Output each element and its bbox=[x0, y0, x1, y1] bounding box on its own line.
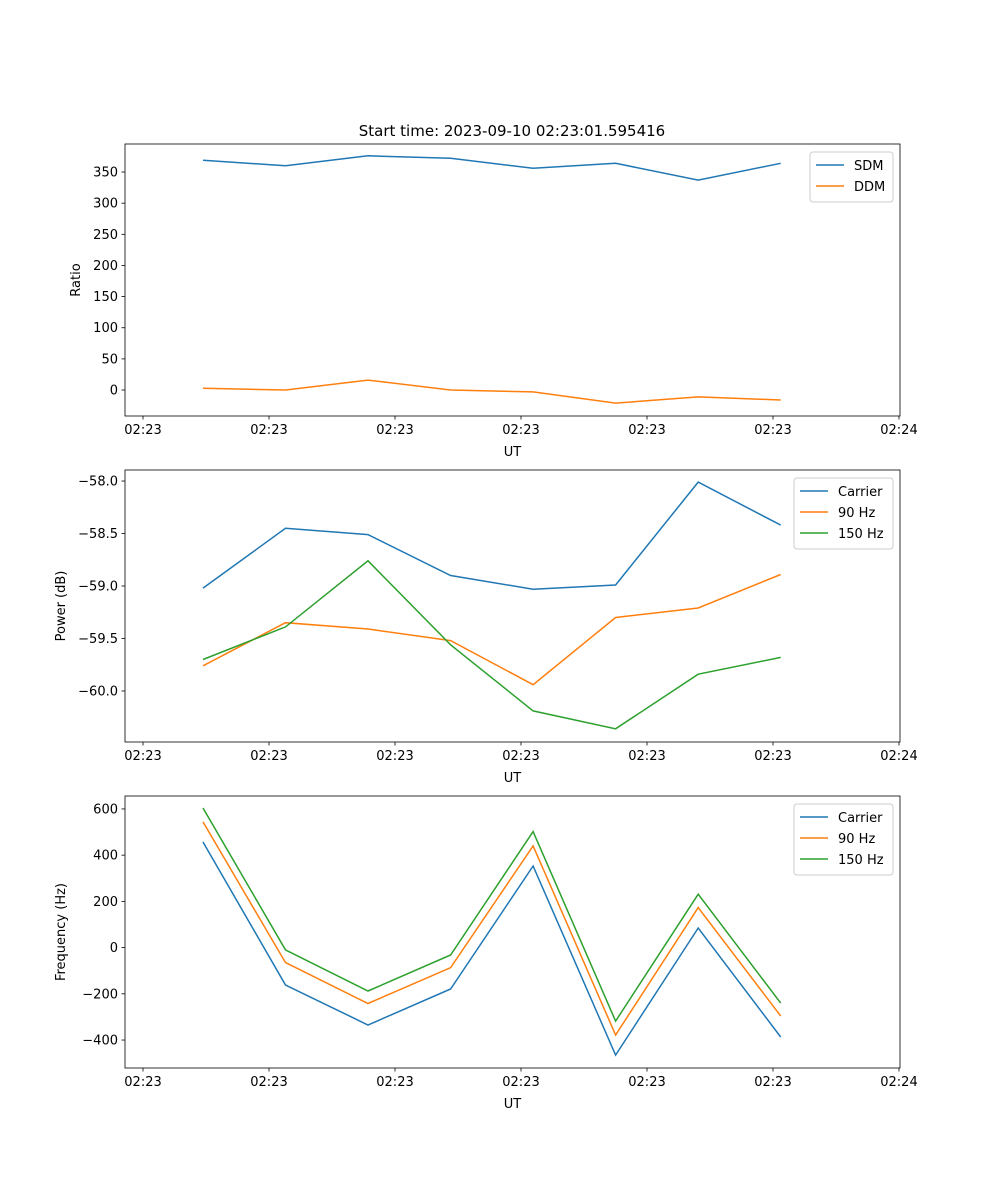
y-tick-label: 600 bbox=[93, 802, 118, 817]
y-axis-label: Power (dB) bbox=[54, 571, 69, 642]
series-line-ddm bbox=[202, 379, 781, 404]
subplot-3: 02:23 02:23 02:23 02:23 02:23 02:23 02:24 UT −40… bbox=[54, 795, 918, 1112]
y-axis-label: Frequency (Hz) bbox=[54, 883, 69, 981]
x-tick-label: 02:23 bbox=[754, 749, 791, 764]
legend-label: DDM bbox=[854, 180, 885, 195]
x-tick-label: 02:23 bbox=[250, 423, 287, 438]
subplot-1: 02:23 02:23 02:23 02:23 02:23 02:23 02:24 UT 0 50… bbox=[69, 143, 918, 460]
x-tick-label: 02:23 bbox=[376, 749, 413, 764]
x-tick-label: 02:23 bbox=[502, 423, 539, 438]
axes-frame bbox=[124, 795, 901, 1069]
y-tick-label: 250 bbox=[93, 228, 118, 243]
legend-label: Carrier bbox=[838, 811, 883, 826]
axes-frame bbox=[124, 469, 901, 743]
x-tick-label: 02:23 bbox=[754, 1075, 791, 1090]
legend-label: SDM bbox=[854, 159, 883, 174]
x-axis-label: UT bbox=[504, 445, 522, 460]
y-tick-label: 200 bbox=[93, 259, 118, 274]
legend: Carrier 90 Hz 150 Hz bbox=[793, 477, 894, 550]
y-tick-label: −60.0 bbox=[78, 684, 118, 699]
legend-label: 150 Hz bbox=[838, 853, 884, 868]
series-line-carrier bbox=[202, 481, 782, 590]
x-tick-label: 02:23 bbox=[628, 423, 665, 438]
x-tick-label: 02:23 bbox=[502, 1075, 539, 1090]
y-tick-label: 300 bbox=[93, 197, 118, 212]
figure-title: Start time: 2023-09-10 02:23:01.595416 bbox=[359, 122, 665, 140]
legend-label: 90 Hz bbox=[838, 506, 875, 521]
y-tick-label: 50 bbox=[101, 352, 118, 367]
legend-label: Carrier bbox=[838, 485, 883, 500]
y-tick-label: 0 bbox=[110, 941, 118, 956]
x-tick-label: 02:23 bbox=[124, 423, 161, 438]
series-line-150-hz bbox=[202, 807, 782, 1023]
x-tick-label: 02:23 bbox=[376, 423, 413, 438]
y-tick-label: 400 bbox=[93, 849, 118, 864]
x-tick-label: 02:23 bbox=[502, 749, 539, 764]
x-tick-label: 02:23 bbox=[628, 749, 665, 764]
subplot-2: 02:23 02:23 02:23 02:23 02:23 02:23 02:24 UT −60… bbox=[54, 469, 918, 786]
series-line-90-hz bbox=[202, 821, 782, 1037]
x-tick-label: 02:23 bbox=[754, 423, 791, 438]
y-tick-label: −200 bbox=[82, 987, 118, 1002]
y-tick-label: 200 bbox=[93, 895, 118, 910]
y-tick-label: −58.0 bbox=[78, 475, 118, 490]
series-line-150-hz bbox=[202, 559, 781, 730]
legend: Carrier 90 Hz 150 Hz bbox=[793, 803, 894, 876]
x-tick-label: 02:23 bbox=[124, 749, 161, 764]
x-tick-label: 02:23 bbox=[628, 1075, 665, 1090]
x-tick-label: 02:23 bbox=[376, 1075, 413, 1090]
y-tick-label: 150 bbox=[93, 290, 118, 305]
y-tick-label: −59.5 bbox=[78, 632, 118, 647]
x-tick-label: 02:23 bbox=[250, 749, 287, 764]
x-tick-label: 02:23 bbox=[250, 1075, 287, 1090]
series-line-90-hz bbox=[202, 573, 781, 686]
legend-label: 90 Hz bbox=[838, 832, 875, 847]
y-tick-label: −58.5 bbox=[78, 527, 118, 542]
y-tick-label: 350 bbox=[93, 166, 118, 181]
x-tick-label: 02:24 bbox=[880, 423, 917, 438]
x-tick-label: 02:24 bbox=[880, 749, 917, 764]
y-tick-label: −59.0 bbox=[78, 580, 118, 595]
y-tick-label: 100 bbox=[93, 321, 118, 336]
series-line-sdm bbox=[202, 155, 781, 181]
axes-frame bbox=[124, 143, 901, 417]
y-tick-label: −400 bbox=[82, 1034, 118, 1049]
legend-box bbox=[793, 477, 894, 550]
y-tick-label: 0 bbox=[110, 384, 118, 399]
x-tick-label: 02:24 bbox=[880, 1075, 917, 1090]
x-axis-label: UT bbox=[504, 771, 522, 786]
x-tick-label: 02:23 bbox=[124, 1075, 161, 1090]
y-axis-label: Ratio bbox=[69, 263, 84, 296]
x-axis-label: UT bbox=[504, 1097, 522, 1112]
series-line-carrier bbox=[202, 841, 782, 1057]
legend-label: 150 Hz bbox=[838, 527, 884, 542]
legend: SDM DDM bbox=[809, 151, 894, 203]
legend-box bbox=[793, 803, 894, 876]
